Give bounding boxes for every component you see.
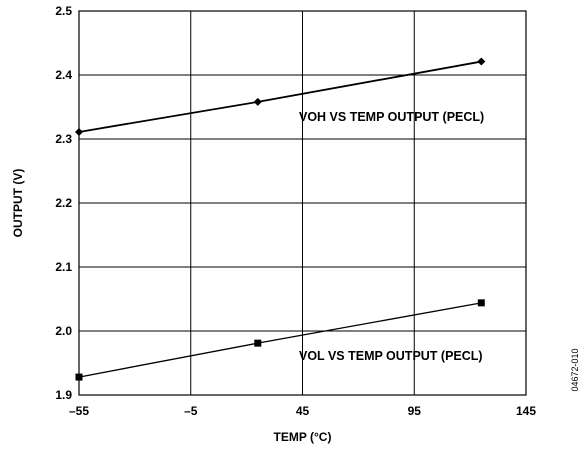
x-tick-label: 145: [516, 404, 536, 418]
y-tick-label: 2.2: [55, 196, 72, 210]
y-tick-label: 2.1: [55, 260, 72, 274]
y-axis-title: OUTPUT (V): [11, 169, 25, 238]
x-tick-labels: –55 –5 45 95 145: [69, 404, 536, 418]
x-tick-label: 95: [408, 404, 422, 418]
data-point-diamond: [477, 57, 486, 66]
series-line-1: [78, 302, 482, 378]
voh-series-label: VOH VS TEMP OUTPUT (PECL): [299, 110, 484, 124]
data-point-square: [75, 373, 83, 381]
data-point-square: [254, 339, 262, 347]
y-tick-labels: 1.9 2.0 2.1 2.2 2.3 2.4 2.5: [55, 4, 72, 402]
y-tick-label: 2.0: [55, 324, 72, 338]
grid: [79, 11, 526, 395]
figure-code: 04672-010: [570, 348, 580, 391]
y-tick-label: 2.5: [55, 4, 72, 18]
y-tick-label: 2.4: [55, 68, 72, 82]
vol-series-label: VOL VS TEMP OUTPUT (PECL): [299, 349, 483, 363]
data-point-square: [477, 299, 485, 307]
data-point-diamond: [253, 97, 262, 106]
x-tick-label: –55: [69, 404, 89, 418]
x-tick-label: –5: [184, 404, 198, 418]
x-tick-label: 45: [296, 404, 310, 418]
y-tick-label: 2.3: [55, 132, 72, 146]
y-tick-label: 1.9: [55, 388, 72, 402]
x-axis-title: TEMP (°C): [274, 430, 332, 444]
plot-frame: [78, 10, 527, 396]
data-point-diamond: [75, 127, 83, 136]
series-layer: [75, 57, 486, 381]
